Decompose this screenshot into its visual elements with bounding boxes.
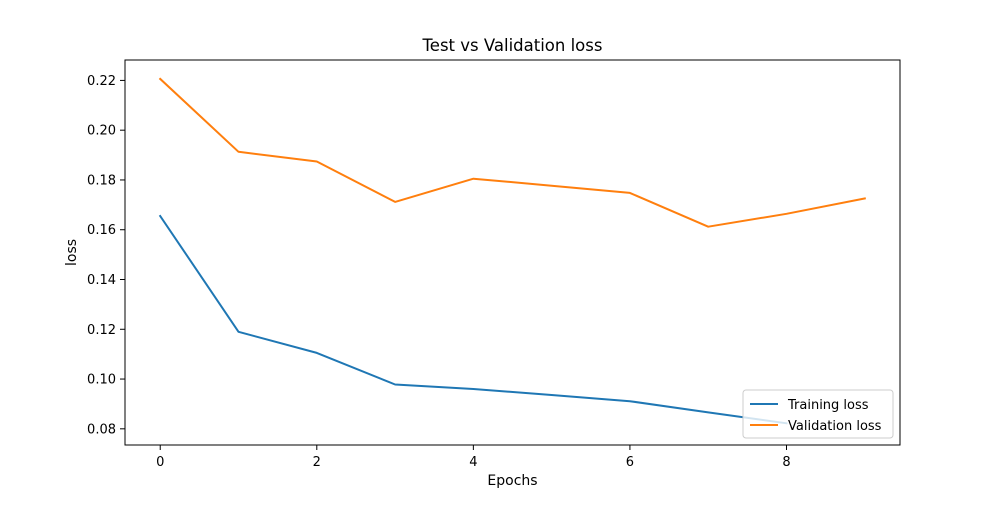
x-tick-label: 2 [313,455,321,470]
tick-layer: 0 2 4 6 8 0.08 0.10 0.12 0.14 0.16 0.18 0.20 0.22 [87,74,791,470]
x-tick-label: 4 [469,455,477,470]
y-tick-label: 0.08 [87,422,116,437]
legend-box [742,389,894,439]
y-tick-label: 0.12 [87,323,116,338]
y-tick-label: 0.18 [87,173,116,188]
x-tick-label: 0 [156,455,164,470]
y-tick-label: 0.16 [87,223,116,238]
chart-title: Test vs Validation loss [422,36,603,55]
x-tick-label: 6 [626,455,634,470]
x-axis-label: Epochs [487,473,537,489]
series-line-0 [158,214,788,425]
y-axis-label: loss [64,239,80,266]
series-layer [158,77,866,425]
series-line-1 [158,77,866,228]
x-tick-label: 8 [782,455,790,470]
y-tick-label: 0.10 [87,373,116,388]
y-tick-label: 0.22 [87,74,116,89]
legend-label-validation: Validation loss [788,419,882,434]
y-tick-label: 0.20 [87,124,116,139]
legend: Training loss Validation loss [742,389,894,439]
y-tick-label: 0.14 [87,273,116,288]
plot-frame [124,59,901,446]
legend-label-training: Training loss [787,398,869,413]
